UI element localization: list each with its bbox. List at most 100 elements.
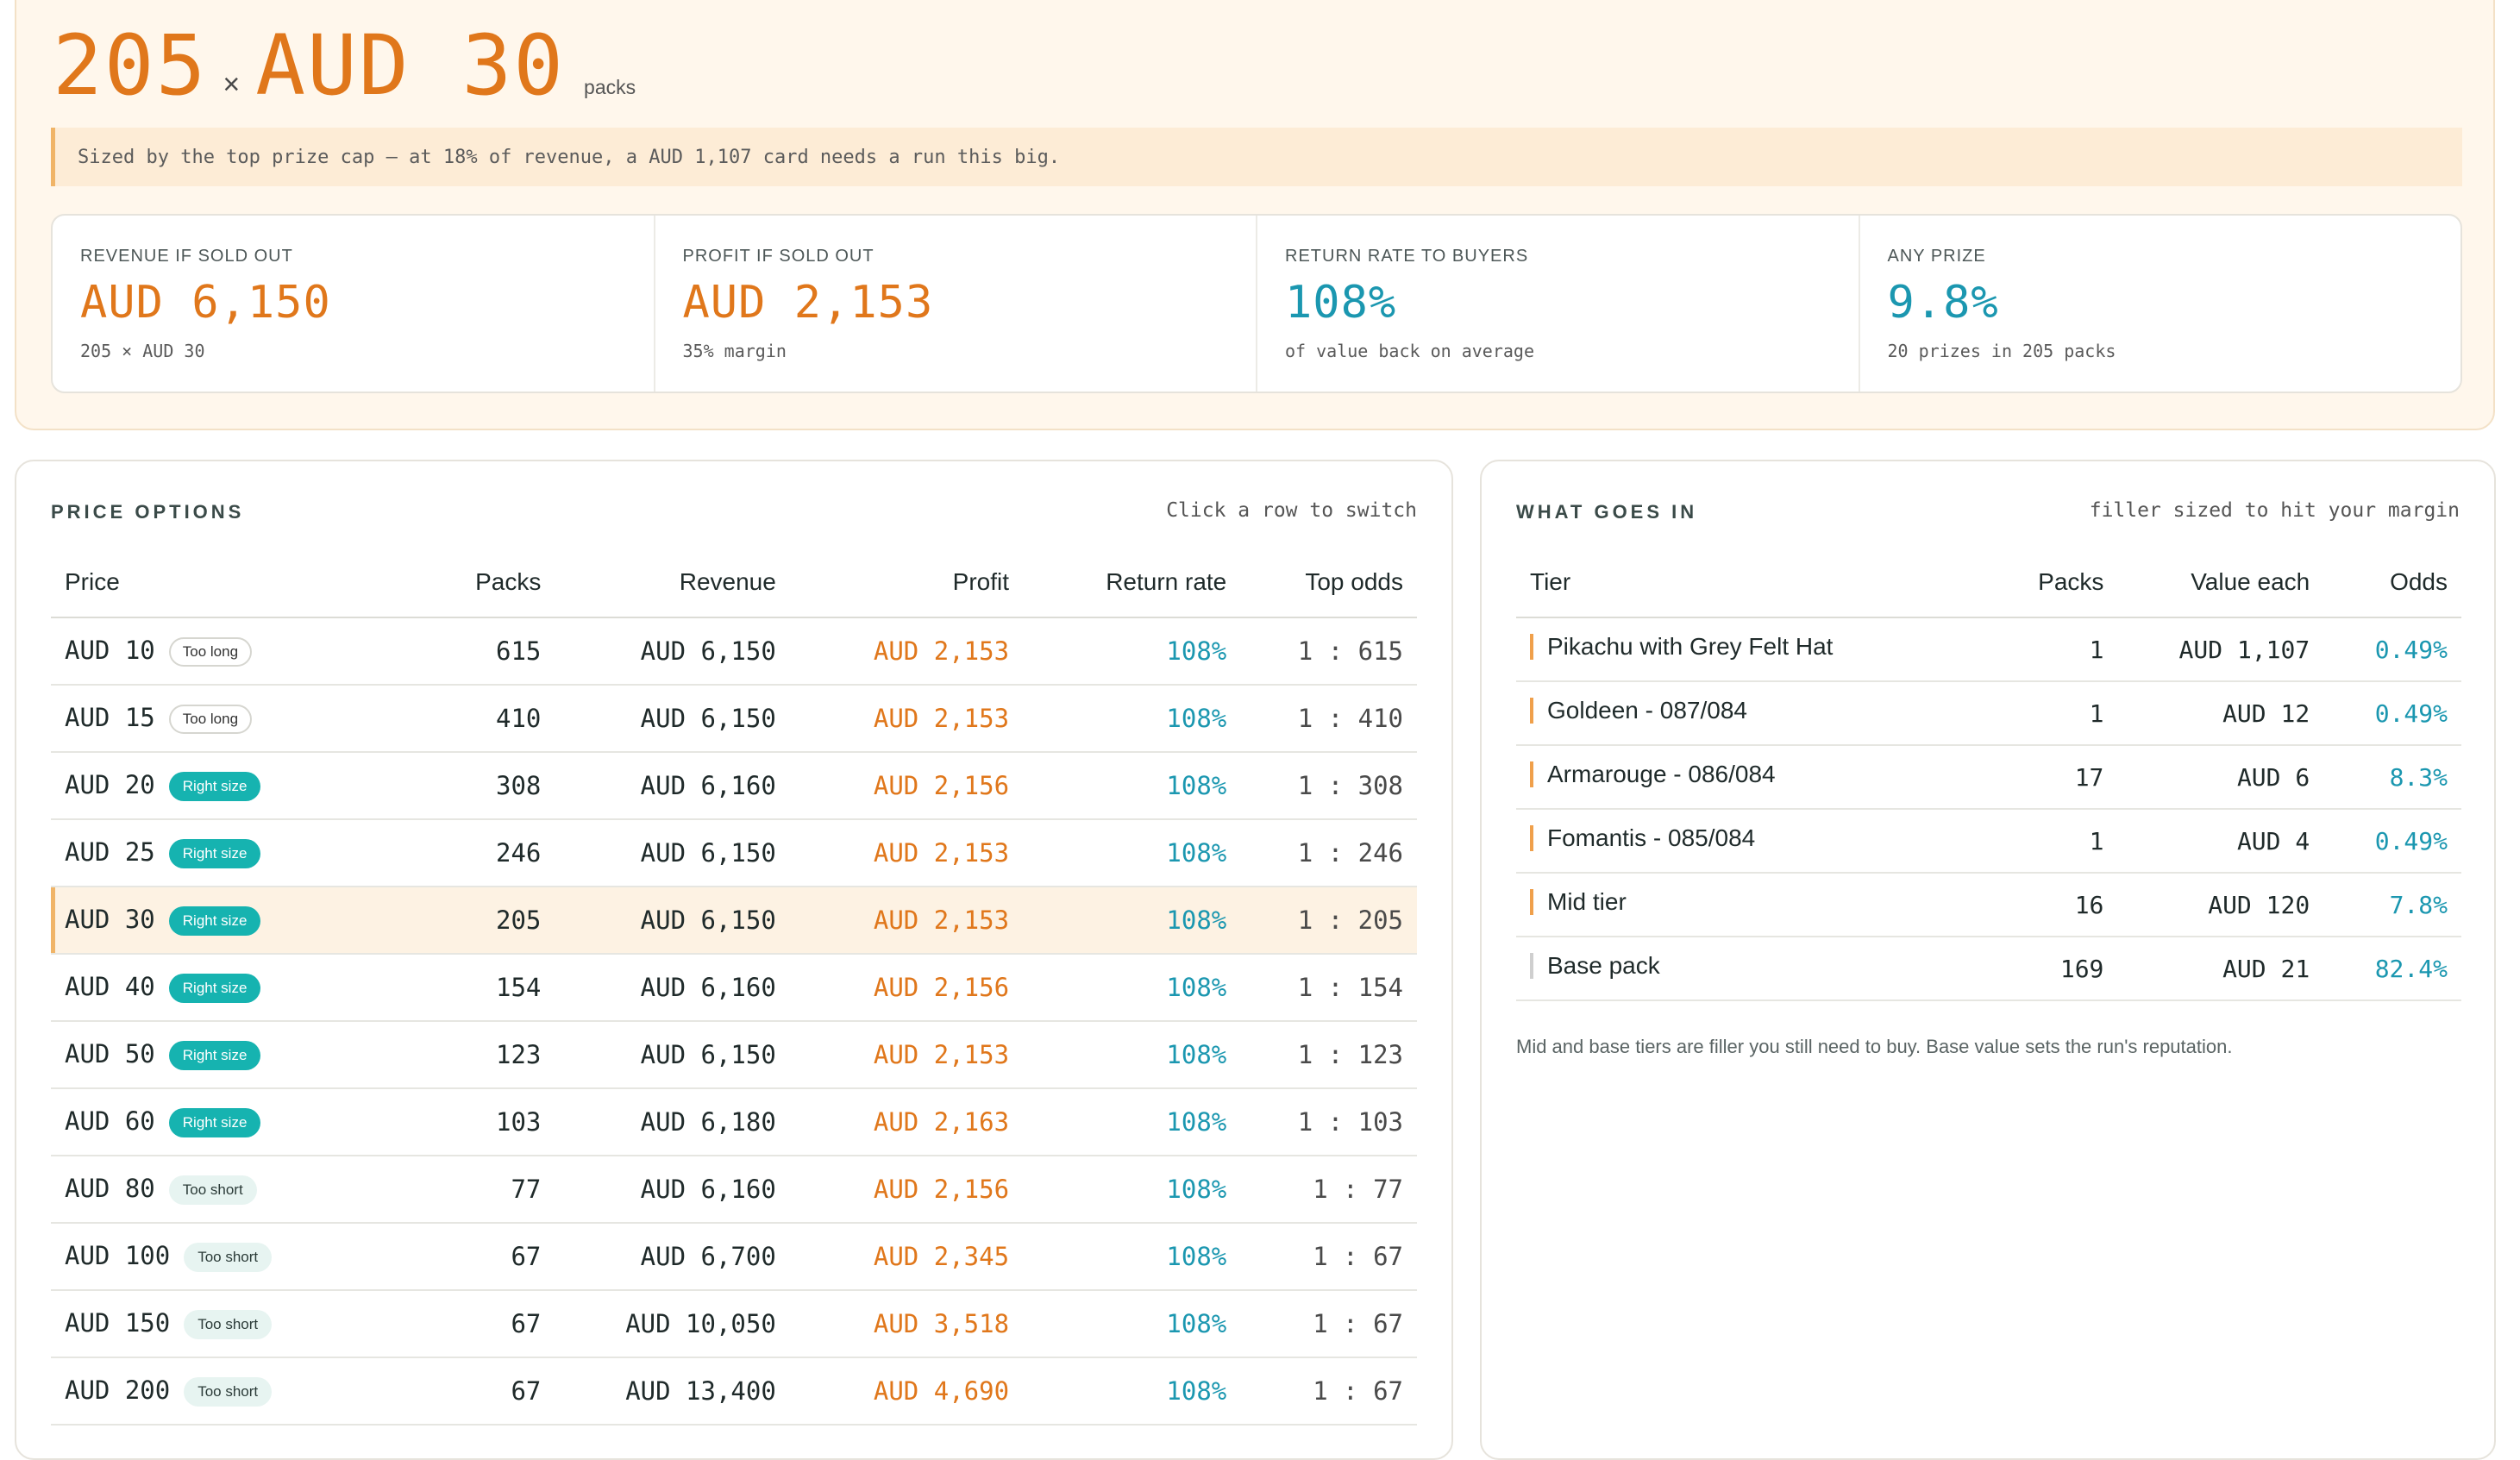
tier-name: Mid tier: [1547, 888, 1627, 915]
size-badge: Too long: [168, 705, 253, 735]
price-value: AUD 15: [65, 702, 155, 732]
stat-value: 108%: [1285, 277, 1397, 329]
return-rate-cell: 108%: [1023, 1357, 1241, 1426]
profit-cell: AUD 2,156: [789, 954, 1024, 1022]
tier-packs-cell: 16: [1973, 873, 2118, 937]
price-cell: AUD 40 Right size: [51, 954, 392, 1022]
stat-label: PROFIT IF SOLD OUT: [682, 247, 874, 266]
price-cell: AUD 10 Too long: [51, 617, 392, 686]
tier-name: Base pack: [1547, 952, 1660, 979]
tier-cell: Armarouge - 086/084: [1516, 745, 1974, 810]
stat-sub: 205 × AUD 30: [80, 341, 205, 361]
revenue-cell: AUD 6,150: [555, 887, 790, 955]
tier-value-cell: AUD 6: [2117, 745, 2324, 810]
size-badge: Right size: [168, 772, 261, 802]
tier-value-cell: AUD 1,107: [2117, 617, 2324, 682]
top-odds-cell: 1 : 103: [1240, 1088, 1417, 1156]
revenue-cell: AUD 6,150: [555, 617, 790, 686]
headline-packs: 205: [53, 17, 208, 114]
tier-marker: [1530, 698, 1533, 724]
price-option-row[interactable]: AUD 30 Right size 205 AUD 6,150 AUD 2,153 108…: [51, 887, 1417, 955]
tier-cell: Base pack: [1516, 937, 1974, 1001]
revenue-cell: AUD 6,160: [555, 954, 790, 1022]
column-header-return-rate: Return rate: [1023, 548, 1241, 618]
tier-odds-cell: 0.49%: [2323, 809, 2461, 874]
price-value: AUD 20: [65, 769, 155, 799]
price-options-hint: Click a row to switch: [1166, 499, 1417, 522]
price-option-row[interactable]: AUD 25 Right size 246 AUD 6,150 AUD 2,153 108…: [51, 819, 1417, 887]
price-value: AUD 150: [65, 1307, 171, 1338]
table-header-row: Price Packs Revenue Profit Return rate T…: [51, 548, 1417, 618]
return-rate-cell: 108%: [1023, 819, 1241, 887]
profit-cell: AUD 2,163: [789, 1088, 1024, 1156]
size-badge: Too short: [184, 1310, 273, 1340]
top-odds-cell: 1 : 123: [1240, 1021, 1417, 1089]
packs-cell: 205: [391, 887, 555, 955]
stat-profit: PROFIT IF SOLD OUT AUD 2,153 35% margin: [655, 216, 1257, 392]
filler-note: Mid and base tiers are filler you still …: [1516, 1036, 2233, 1057]
top-odds-cell: 1 : 615: [1240, 617, 1417, 686]
return-rate-cell: 108%: [1023, 1290, 1241, 1358]
packs-cell: 67: [391, 1357, 555, 1426]
size-badge: Right size: [168, 974, 261, 1004]
tier-packs-cell: 17: [1973, 745, 2118, 810]
column-header-profit: Profit: [789, 548, 1024, 618]
profit-cell: AUD 2,153: [789, 1021, 1024, 1089]
price-option-row[interactable]: AUD 100 Too short 67 AUD 6,700 AUD 2,345 108%…: [51, 1223, 1417, 1291]
top-odds-cell: 1 : 77: [1240, 1156, 1417, 1224]
column-header-packs: Packs: [391, 548, 555, 618]
summary-panel: 205 × AUD 30 packs Sized by the top priz…: [15, 0, 2495, 430]
top-odds-cell: 1 : 67: [1240, 1357, 1417, 1426]
price-cell: AUD 200 Too short: [51, 1357, 392, 1426]
price-cell: AUD 20 Right size: [51, 752, 392, 820]
stat-sub: of value back on average: [1285, 341, 1534, 361]
price-option-row[interactable]: AUD 40 Right size 154 AUD 6,160 AUD 2,156 108…: [51, 954, 1417, 1022]
packs-cell: 410: [391, 685, 555, 753]
tier-odds-cell: 0.49%: [2323, 617, 2461, 682]
revenue-cell: AUD 6,160: [555, 1156, 790, 1224]
tier-cell: Mid tier: [1516, 873, 1974, 937]
price-cell: AUD 15 Too long: [51, 685, 392, 753]
packs-cell: 67: [391, 1290, 555, 1358]
price-cell: AUD 30 Right size: [51, 887, 392, 955]
price-option-row[interactable]: AUD 80 Too short 77 AUD 6,160 AUD 2,156 108% 1…: [51, 1156, 1417, 1224]
stat-value: AUD 2,153: [682, 277, 934, 329]
tier-label: Goldeen - 087/084: [1530, 697, 1747, 724]
tier-table: Tier Packs Value each Odds Pikachu with …: [1516, 548, 2461, 1001]
packs-cell: 103: [391, 1088, 555, 1156]
column-header-odds: Odds: [2323, 548, 2461, 618]
profit-cell: AUD 2,153: [789, 685, 1024, 753]
size-badge: Too short: [184, 1243, 273, 1273]
price-option-row[interactable]: AUD 200 Too short 67 AUD 13,400 AUD 4,690 108…: [51, 1357, 1417, 1426]
price-option-row[interactable]: AUD 15 Too long 410 AUD 6,150 AUD 2,153 108% 1…: [51, 685, 1417, 753]
tier-value-cell: AUD 120: [2117, 873, 2324, 937]
profit-cell: AUD 2,153: [789, 887, 1024, 955]
tier-row: Pikachu with Grey Felt Hat 1 AUD 1,107 0.49…: [1516, 617, 2461, 682]
revenue-cell: AUD 6,150: [555, 819, 790, 887]
tier-label: Base pack: [1530, 952, 1660, 980]
size-badge: Too long: [168, 637, 253, 667]
return-rate-cell: 108%: [1023, 887, 1241, 955]
return-rate-cell: 108%: [1023, 1021, 1241, 1089]
tier-odds-cell: 82.4%: [2323, 937, 2461, 1001]
tier-odds-cell: 8.3%: [2323, 745, 2461, 810]
stat-sub: 20 prizes in 205 packs: [1887, 341, 2116, 361]
tier-packs-cell: 1: [1973, 681, 2118, 746]
tier-marker: [1530, 825, 1533, 851]
revenue-cell: AUD 10,050: [555, 1290, 790, 1358]
packs-cell: 154: [391, 954, 555, 1022]
column-header-price: Price: [51, 548, 392, 618]
profit-cell: AUD 2,156: [789, 752, 1024, 820]
return-rate-cell: 108%: [1023, 685, 1241, 753]
price-option-row[interactable]: AUD 10 Too long 615 AUD 6,150 AUD 2,153 108% 1…: [51, 617, 1417, 686]
price-option-row[interactable]: AUD 50 Right size 123 AUD 6,150 AUD 2,153 108…: [51, 1021, 1417, 1089]
headline-packs-word: packs: [584, 76, 636, 98]
price-option-row[interactable]: AUD 60 Right size 103 AUD 6,180 AUD 2,163 108…: [51, 1088, 1417, 1156]
return-rate-cell: 108%: [1023, 1156, 1241, 1224]
price-option-row[interactable]: AUD 150 Too short 67 AUD 10,050 AUD 3,518 108…: [51, 1290, 1417, 1358]
tier-row: Armarouge - 086/084 17 AUD 6 8.3%: [1516, 745, 2461, 810]
stat-value: AUD 6,150: [80, 277, 331, 329]
tier-value-cell: AUD 21: [2117, 937, 2324, 1001]
price-option-row[interactable]: AUD 20 Right size 308 AUD 6,160 AUD 2,156 108…: [51, 752, 1417, 820]
packs-cell: 246: [391, 819, 555, 887]
